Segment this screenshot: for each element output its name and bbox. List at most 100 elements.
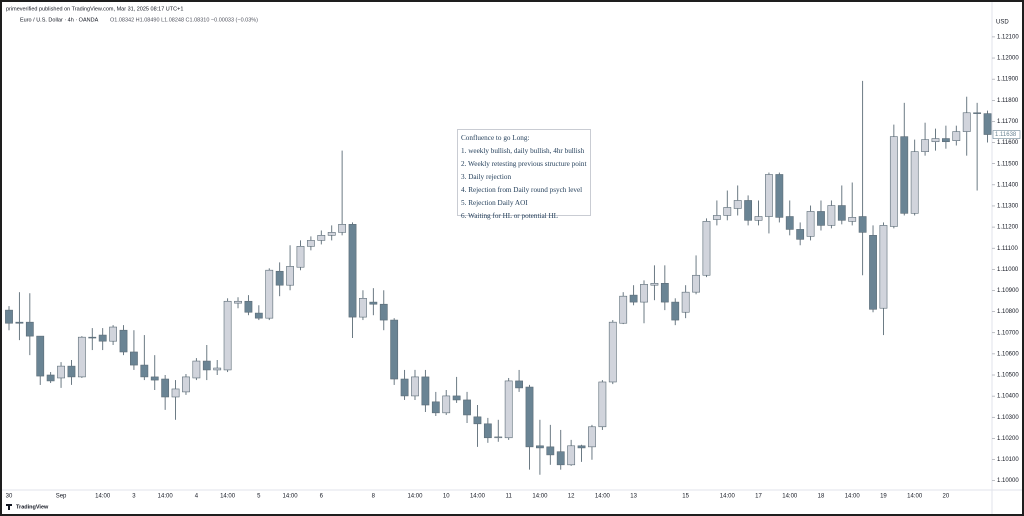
candle-body	[98, 334, 107, 342]
annotation-item: 4. Rejection from Daily round psych leve…	[461, 186, 583, 194]
y-tick-label: 1.10100	[997, 457, 1019, 463]
brand: TradingView	[16, 504, 49, 510]
y-tick-label: 1.11100	[997, 246, 1018, 252]
candle-body	[171, 388, 180, 398]
candle-body	[306, 240, 315, 247]
candle-body	[359, 297, 367, 318]
publisher: primeverified published on TradingView.c…	[6, 6, 183, 12]
last-price-label: 1.11638	[995, 132, 1017, 138]
x-tick-label: 12	[568, 494, 575, 500]
y-tick-label: 1.11900	[997, 77, 1019, 83]
candle-body	[213, 367, 222, 371]
y-tick-label: 1.11500	[997, 161, 1019, 167]
candle-body	[858, 216, 867, 233]
annotation-box: Confluence to go Long: 1. weekly bullish…	[457, 129, 591, 220]
candle-body	[941, 138, 950, 143]
x-tick-label: 14:00	[532, 494, 548, 500]
y-tick-label: 1.11200	[997, 225, 1019, 231]
x-tick-label: 6	[320, 494, 324, 500]
candle-body	[182, 376, 190, 393]
candle-body	[837, 205, 846, 221]
candle-body	[130, 351, 138, 366]
candle-body	[931, 138, 940, 143]
x-tick-label: 15	[682, 494, 689, 500]
candle-body	[77, 336, 86, 378]
candle-body	[473, 416, 482, 425]
candle-body	[848, 217, 857, 222]
candle-body	[442, 395, 451, 414]
y-tick-label: 1.11700	[997, 119, 1019, 125]
candle-body	[379, 303, 388, 321]
x-tick-label: 14:00	[158, 494, 174, 500]
candle-body	[681, 291, 690, 313]
y-tick-label: 1.10300	[997, 415, 1019, 421]
candle-body	[650, 282, 659, 286]
candle-body	[390, 319, 399, 380]
x-tick-label: 14:00	[782, 494, 798, 500]
candle-body	[629, 294, 638, 303]
candle-body	[765, 174, 773, 217]
x-tick-label: Sep	[56, 494, 67, 500]
candle-body	[275, 270, 284, 286]
last-price-tag	[992, 130, 1021, 139]
x-tick-label: 14:00	[407, 494, 423, 500]
y-tick-label: 1.11300	[997, 204, 1019, 210]
annotation-item: 6. Waiting for HL or potential HL	[461, 212, 559, 220]
y-tick-label: 1.11000	[997, 267, 1019, 273]
candle-body	[338, 224, 347, 233]
candle-body	[536, 445, 544, 449]
candle-body	[202, 360, 211, 371]
candle-body	[431, 401, 440, 414]
x-tick-label: 14:00	[595, 494, 611, 500]
candle-body	[348, 224, 357, 318]
candle-body	[88, 336, 97, 339]
annotation-item: 3. Daily rejection	[461, 173, 512, 181]
candle-body	[588, 426, 596, 448]
x-tick-label: 8	[372, 494, 376, 500]
candle-body	[161, 378, 170, 398]
x-tick-label: 14:00	[283, 494, 299, 500]
candle-body	[150, 376, 159, 381]
candle-body	[962, 112, 971, 132]
candle-body	[900, 136, 909, 214]
candle-body	[67, 365, 76, 378]
x-tick-label: 4	[195, 494, 199, 500]
candle-body	[660, 282, 669, 303]
y-tick-label: 1.10800	[997, 309, 1019, 315]
y-tick-label: 1.10400	[997, 394, 1019, 400]
y-tick-label: 1.10600	[997, 351, 1019, 357]
candle-body	[546, 446, 555, 456]
candle-body	[785, 216, 794, 230]
y-tick-label: 1.10500	[997, 373, 1019, 379]
candle-body	[223, 300, 232, 371]
candle-body	[452, 395, 461, 401]
x-tick-label: 5	[257, 494, 261, 500]
candle-body	[692, 274, 700, 293]
y-tick-label: 1.11800	[997, 98, 1019, 104]
candle-body	[234, 300, 242, 304]
x-tick-label: 19	[880, 494, 887, 500]
candle-body	[317, 235, 326, 241]
candle-body	[515, 380, 523, 389]
candle-body	[879, 225, 888, 309]
candle-body	[827, 205, 836, 226]
candle-body	[504, 380, 513, 439]
x-tick-label: 14:00	[720, 494, 736, 500]
candle-body	[983, 113, 992, 135]
candle-body	[119, 329, 128, 353]
candle-body	[754, 216, 763, 221]
candle-body	[25, 321, 34, 337]
currency: USD	[996, 20, 1009, 26]
candle-body	[640, 284, 648, 303]
brand-logo	[6, 504, 12, 510]
symbol: Euro / U.S. Dollar · 4h · OANDA	[20, 17, 99, 23]
x-tick-label: 30	[6, 494, 13, 500]
y-tick-label: 1.11400	[997, 182, 1019, 188]
y-tick-label: 1.12100	[997, 34, 1019, 40]
ohlc: O1.08342 H1.08490 L1.08248 C1.08310 −0.0…	[110, 17, 258, 23]
annotation-item: 1. weekly bullish, daily bullish, 4hr bu…	[461, 147, 585, 155]
candle-body	[109, 326, 117, 342]
x-tick-label: 18	[818, 494, 825, 500]
